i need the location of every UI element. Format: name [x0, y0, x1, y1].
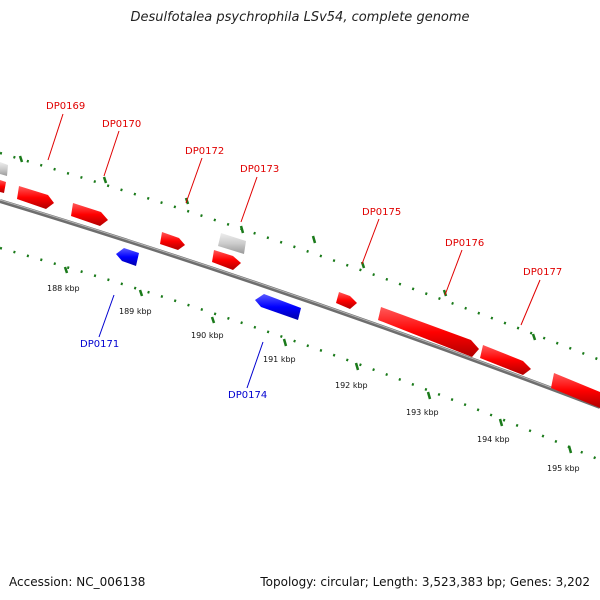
accession-label: Accession: NC_006138 — [9, 575, 146, 589]
callout-lines — [47, 113, 541, 389]
scale-label-189kbp: 189 kbp — [119, 307, 152, 316]
scale-label-188kbp: 188 kbp — [47, 284, 80, 293]
scale-label-193kbp: 193 kbp — [406, 408, 439, 417]
gene-dp0169-arrow[interactable] — [17, 186, 54, 209]
gene-dp0177-arrow[interactable] — [480, 345, 531, 375]
gene-dp0174-arrow[interactable] — [255, 294, 301, 320]
grey-feature-dp0173-region[interactable] — [218, 233, 246, 254]
gene-labels: DP0169 DP0170 DP0172 DP0173 DP0175 DP017… — [46, 101, 562, 401]
scale-label-190kbp: 190 kbp — [191, 331, 224, 340]
inner-tick-ring — [0, 246, 600, 462]
scale-label-192kbp: 192 kbp — [335, 381, 368, 390]
gene-next-arrow[interactable] — [551, 373, 600, 408]
gene-label-dp0176: DP0176 — [445, 238, 484, 249]
gene-label-dp0172: DP0172 — [185, 146, 224, 157]
gene-label-dp0177: DP0177 — [523, 267, 562, 278]
gene-dp0176-arrow[interactable] — [378, 307, 479, 357]
reverse-strand-genes — [116, 248, 301, 320]
scale-label-195kbp: 195 kbp — [547, 464, 580, 473]
scale-label-191kbp: 191 kbp — [263, 355, 296, 364]
genome-backbone — [0, 199, 600, 409]
grey-feature-left[interactable] — [0, 162, 8, 176]
gene-label-dp0169: DP0169 — [46, 101, 85, 112]
gene-partial-left[interactable] — [0, 180, 6, 193]
map-title: Desulfotalea psychrophila LSv54, complet… — [130, 10, 470, 25]
genome-summary: Topology: circular; Length: 3,523,383 bp… — [260, 575, 590, 589]
scale-labels: 188 kbp 189 kbp 190 kbp 191 kbp 192 kbp … — [47, 284, 580, 473]
scale-label-194kbp: 194 kbp — [477, 435, 510, 444]
genome-backbone-highlight — [0, 199, 600, 407]
gene-label-dp0171: DP0171 — [80, 339, 119, 350]
gene-label-dp0170: DP0170 — [102, 119, 141, 130]
gene-label-dp0175: DP0175 — [362, 207, 401, 218]
gene-label-dp0174: DP0174 — [228, 390, 267, 401]
gene-dp0171-arrow[interactable] — [116, 248, 139, 266]
forward-strand-genes — [0, 180, 600, 408]
other-features — [0, 162, 246, 254]
major-ticks — [18, 155, 573, 454]
outer-tick-ring — [0, 151, 600, 362]
gene-label-dp0173: DP0173 — [240, 164, 279, 175]
gene-dp0170-arrow[interactable] — [71, 203, 108, 226]
gene-dp0173-arrow[interactable] — [212, 250, 241, 270]
gene-dp0172-arrow[interactable] — [160, 232, 185, 250]
gene-dp0175-arrow[interactable] — [336, 292, 357, 309]
